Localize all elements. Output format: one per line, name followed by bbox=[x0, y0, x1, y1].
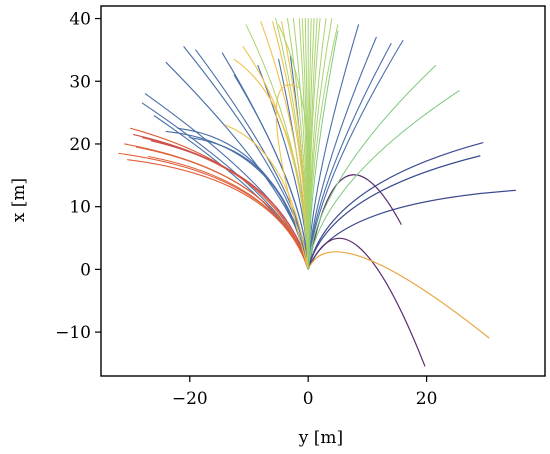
trajectory-40 bbox=[245, 24, 309, 270]
trajectory-39 bbox=[224, 124, 309, 270]
x-axis-ticks: −20 0 20 bbox=[172, 376, 438, 409]
y-tick-label: 20 bbox=[69, 135, 91, 155]
trajectory-55 bbox=[278, 24, 312, 270]
trajectory-58 bbox=[307, 30, 339, 270]
trajectory-32 bbox=[150, 140, 309, 270]
trajectory-38 bbox=[275, 84, 309, 270]
trajectory-30 bbox=[147, 155, 309, 270]
plot-frame bbox=[100, 5, 546, 377]
trajectory-5 bbox=[307, 251, 490, 339]
trajectory-4 bbox=[307, 237, 426, 367]
trajectory-11 bbox=[195, 49, 309, 270]
trajectory-23 bbox=[189, 137, 309, 270]
x-tick-label: 0 bbox=[303, 389, 314, 409]
y-tick-label: 10 bbox=[69, 198, 91, 218]
x-tick-label: −20 bbox=[172, 389, 208, 409]
x-tick-label: 20 bbox=[416, 389, 438, 409]
y-tick-label: 0 bbox=[80, 260, 91, 280]
x-axis-label: y [m] bbox=[298, 428, 343, 448]
y-tick-label: 40 bbox=[69, 10, 91, 30]
y-axis-label: x [m] bbox=[9, 178, 29, 222]
y-tick-label: −10 bbox=[55, 323, 91, 343]
y-axis-ticks: −10 0 10 20 30 40 bbox=[55, 10, 101, 343]
trajectory-curves bbox=[118, 18, 516, 367]
trajectory-0 bbox=[307, 142, 484, 270]
trajectory-19 bbox=[307, 43, 392, 270]
trajectory-57 bbox=[307, 90, 460, 270]
trajectory-3 bbox=[307, 174, 402, 270]
trajectory-56 bbox=[307, 65, 436, 270]
trajectory-13 bbox=[233, 74, 309, 270]
trajectory-2 bbox=[307, 189, 516, 270]
y-tick-label: 30 bbox=[69, 72, 91, 92]
trajectory-1 bbox=[307, 155, 481, 270]
